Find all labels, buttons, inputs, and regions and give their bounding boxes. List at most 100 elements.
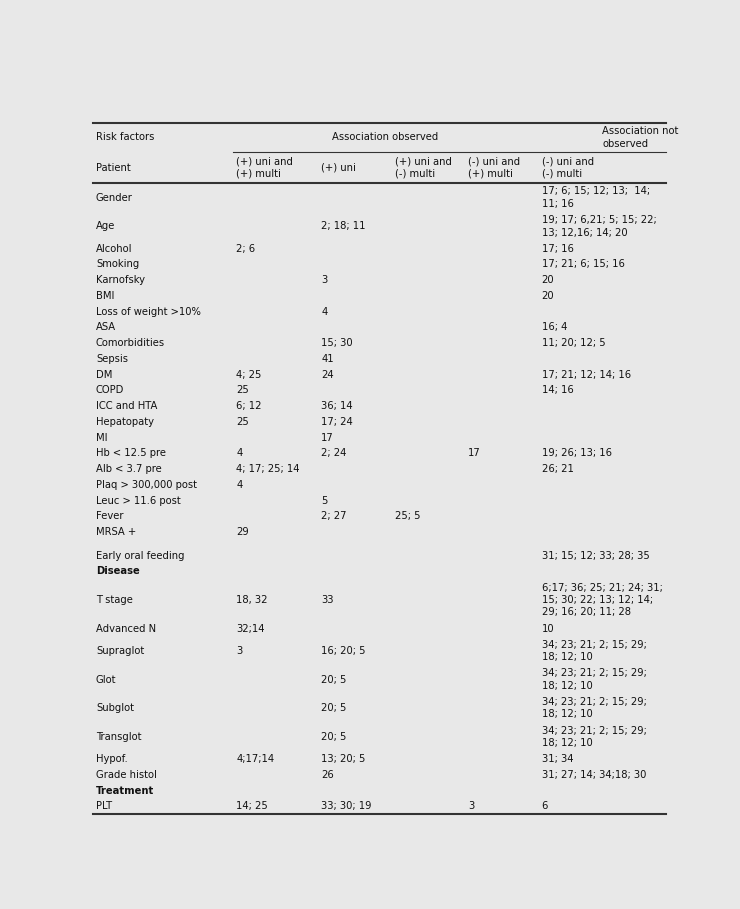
Text: 31; 27; 14; 34;18; 30: 31; 27; 14; 34;18; 30 [542, 770, 646, 780]
Text: Loss of weight >10%: Loss of weight >10% [96, 306, 201, 316]
Text: 25; 5: 25; 5 [394, 511, 420, 521]
Text: 6: 6 [542, 802, 548, 812]
Text: Leuc > 11.6 post: Leuc > 11.6 post [96, 495, 181, 505]
Text: Glot: Glot [96, 674, 116, 684]
Text: Early oral feeding: Early oral feeding [96, 551, 184, 561]
Text: 33: 33 [321, 595, 334, 605]
Text: Alb < 3.7 pre: Alb < 3.7 pre [96, 464, 162, 474]
Text: 34; 23; 21; 2; 15; 29;
18; 12; 10: 34; 23; 21; 2; 15; 29; 18; 12; 10 [542, 668, 647, 691]
Text: 19; 26; 13; 16: 19; 26; 13; 16 [542, 448, 611, 458]
Text: 18, 32: 18, 32 [237, 595, 268, 605]
Text: 17; 6; 15; 12; 13;  14;
11; 16: 17; 6; 15; 12; 13; 14; 11; 16 [542, 186, 650, 209]
Text: Smoking: Smoking [96, 259, 139, 269]
Text: 19; 17; 6,21; 5; 15; 22;
13; 12,16; 14; 20: 19; 17; 6,21; 5; 15; 22; 13; 12,16; 14; … [542, 215, 656, 237]
Text: 2; 24: 2; 24 [321, 448, 347, 458]
Text: 14; 25: 14; 25 [237, 802, 268, 812]
Text: (-) uni and
(+) multi: (-) uni and (+) multi [468, 156, 520, 179]
Text: Association observed: Association observed [332, 133, 439, 143]
Text: 11; 20; 12; 5: 11; 20; 12; 5 [542, 338, 605, 348]
Text: 34; 23; 21; 2; 15; 29;
18; 12; 10: 34; 23; 21; 2; 15; 29; 18; 12; 10 [542, 725, 647, 748]
Text: 10: 10 [542, 624, 554, 634]
Text: Hypof.: Hypof. [96, 754, 128, 764]
Text: 17; 21; 6; 15; 16: 17; 21; 6; 15; 16 [542, 259, 625, 269]
Text: 20; 5: 20; 5 [321, 704, 347, 714]
Text: 17: 17 [468, 448, 481, 458]
Text: Disease: Disease [96, 566, 140, 576]
Text: 16; 4: 16; 4 [542, 323, 567, 333]
Text: Alcohol: Alcohol [96, 244, 132, 254]
Text: BMI: BMI [96, 291, 114, 301]
Text: Grade histol: Grade histol [96, 770, 157, 780]
Text: Treatment: Treatment [96, 785, 154, 795]
Text: 34; 23; 21; 2; 15; 29;
18; 12; 10: 34; 23; 21; 2; 15; 29; 18; 12; 10 [542, 640, 647, 662]
Text: 17; 16: 17; 16 [542, 244, 574, 254]
Text: (+) uni and
(+) multi: (+) uni and (+) multi [237, 156, 293, 179]
Text: 17: 17 [321, 433, 334, 443]
Text: 14; 16: 14; 16 [542, 385, 574, 395]
Text: 20: 20 [542, 275, 554, 285]
Text: T stage: T stage [96, 595, 132, 605]
Text: 4: 4 [237, 480, 243, 490]
Text: MRSA +: MRSA + [96, 527, 136, 537]
Text: 26; 21: 26; 21 [542, 464, 574, 474]
Text: 25: 25 [237, 385, 249, 395]
Text: 29: 29 [237, 527, 249, 537]
Text: Sepsis: Sepsis [96, 354, 128, 364]
Text: 26: 26 [321, 770, 334, 780]
Text: Subglot: Subglot [96, 704, 134, 714]
Text: 32;14: 32;14 [237, 624, 265, 634]
Text: MI: MI [96, 433, 107, 443]
Text: Plaq > 300,000 post: Plaq > 300,000 post [96, 480, 197, 490]
Text: 36; 14: 36; 14 [321, 401, 353, 411]
Text: 20: 20 [542, 291, 554, 301]
Text: Hepatopaty: Hepatopaty [96, 416, 154, 426]
Text: Fever: Fever [96, 511, 124, 521]
Text: 31; 34: 31; 34 [542, 754, 573, 764]
Text: 2; 27: 2; 27 [321, 511, 347, 521]
Text: 4: 4 [321, 306, 328, 316]
Text: 31; 15; 12; 33; 28; 35: 31; 15; 12; 33; 28; 35 [542, 551, 649, 561]
Text: PLT: PLT [96, 802, 112, 812]
Text: 33; 30; 19: 33; 30; 19 [321, 802, 371, 812]
Text: 5: 5 [321, 495, 328, 505]
Text: 2; 6: 2; 6 [237, 244, 255, 254]
Text: Age: Age [96, 221, 115, 231]
Text: Transglot: Transglot [96, 732, 141, 742]
Text: Supraglot: Supraglot [96, 646, 144, 656]
Text: 13; 20; 5: 13; 20; 5 [321, 754, 366, 764]
Text: ICC and HTA: ICC and HTA [96, 401, 158, 411]
Text: (+) uni and
(-) multi: (+) uni and (-) multi [394, 156, 451, 179]
Text: (-) uni and
(-) multi: (-) uni and (-) multi [542, 156, 593, 179]
Text: 16; 20; 5: 16; 20; 5 [321, 646, 366, 656]
Text: 4; 25: 4; 25 [237, 370, 262, 380]
Text: DM: DM [96, 370, 112, 380]
Text: Association not
observed: Association not observed [602, 126, 679, 149]
Text: 17; 21; 12; 14; 16: 17; 21; 12; 14; 16 [542, 370, 630, 380]
Text: 6; 12: 6; 12 [237, 401, 262, 411]
Text: Hb < 12.5 pre: Hb < 12.5 pre [96, 448, 166, 458]
Text: 6;17; 36; 25; 21; 24; 31;
15; 30; 22; 13; 12; 14;
29; 16; 20; 11; 28: 6;17; 36; 25; 21; 24; 31; 15; 30; 22; 13… [542, 583, 662, 617]
Text: 4; 17; 25; 14: 4; 17; 25; 14 [237, 464, 300, 474]
Text: 34; 23; 21; 2; 15; 29;
18; 12; 10: 34; 23; 21; 2; 15; 29; 18; 12; 10 [542, 697, 647, 720]
Text: COPD: COPD [96, 385, 124, 395]
Text: 3: 3 [321, 275, 328, 285]
Text: (+) uni: (+) uni [321, 163, 356, 173]
Text: Patient: Patient [96, 163, 131, 173]
Text: 3: 3 [237, 646, 243, 656]
Text: Karnofsky: Karnofsky [96, 275, 145, 285]
Text: 25: 25 [237, 416, 249, 426]
Text: Gender: Gender [96, 193, 132, 203]
Text: 24: 24 [321, 370, 334, 380]
Text: 15; 30: 15; 30 [321, 338, 353, 348]
Text: 17; 24: 17; 24 [321, 416, 353, 426]
Text: 2; 18; 11: 2; 18; 11 [321, 221, 366, 231]
Text: ASA: ASA [96, 323, 116, 333]
Text: Advanced N: Advanced N [96, 624, 156, 634]
Text: 20; 5: 20; 5 [321, 674, 347, 684]
Text: 4;17;14: 4;17;14 [237, 754, 275, 764]
Text: Comorbidities: Comorbidities [96, 338, 165, 348]
Text: 20; 5: 20; 5 [321, 732, 347, 742]
Text: 4: 4 [237, 448, 243, 458]
Text: 3: 3 [468, 802, 474, 812]
Text: Risk factors: Risk factors [96, 133, 155, 143]
